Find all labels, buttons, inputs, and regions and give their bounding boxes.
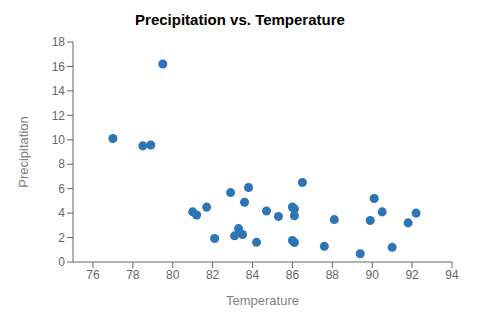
svg-text:2: 2	[58, 231, 65, 245]
svg-text:4: 4	[58, 206, 65, 220]
svg-text:12: 12	[52, 109, 66, 123]
svg-text:88: 88	[326, 268, 340, 282]
svg-text:10: 10	[52, 133, 66, 147]
svg-text:14: 14	[52, 84, 66, 98]
svg-text:16: 16	[52, 60, 66, 74]
svg-text:8: 8	[58, 157, 65, 171]
svg-text:78: 78	[126, 268, 140, 282]
html-text:Precipitation vs. Temperature: Precipitation vs. Temperature	[135, 11, 345, 28]
svg-text:84: 84	[246, 268, 260, 282]
svg-text:6: 6	[58, 182, 65, 196]
svg-text:0: 0	[58, 255, 65, 269]
svg-text:80: 80	[166, 268, 180, 282]
svg-text:94: 94	[445, 268, 459, 282]
svg-text:76: 76	[86, 268, 100, 282]
svg-text:82: 82	[206, 268, 220, 282]
svg-text:90: 90	[366, 268, 380, 282]
svg-text:18: 18	[52, 35, 66, 49]
svg-text:86: 86	[286, 268, 300, 282]
svg-text:Temperature: Temperature	[226, 293, 299, 308]
svg-text:92: 92	[405, 268, 419, 282]
svg-text:Precipitation: Precipitation	[16, 116, 31, 188]
